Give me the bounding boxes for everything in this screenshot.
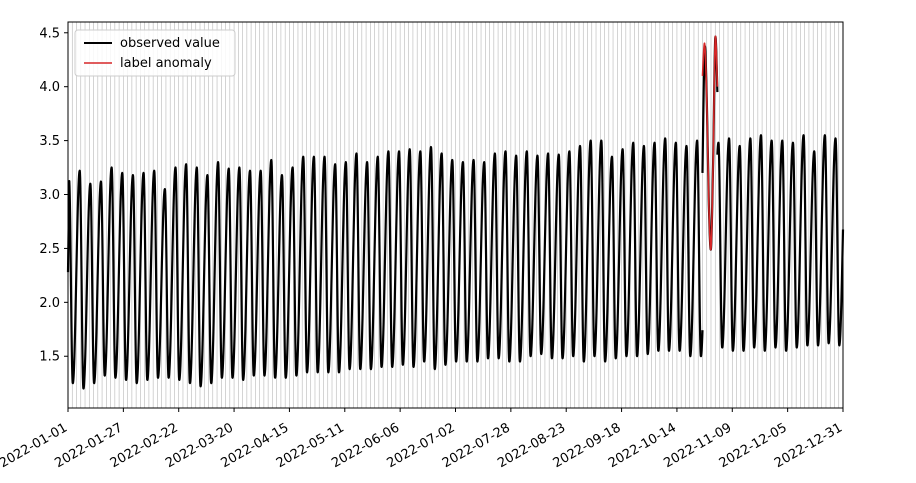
series-layer [66, 35, 845, 390]
legend-box [74, 29, 236, 77]
observed-line [66, 137, 704, 390]
observed-line [716, 134, 845, 352]
y-tick-label: 1.5 [39, 350, 60, 365]
anomaly-line [701, 35, 719, 251]
legend-label-observed: observed value [120, 36, 220, 51]
legend: observed value label anomaly [74, 29, 236, 77]
y-tick-label: 4.0 [39, 80, 60, 95]
y-tick-label: 3.0 [39, 188, 60, 203]
legend-label-anomaly: label anomaly [120, 56, 212, 71]
y-axis: 1.5 2.0 2.5 3.0 3.5 4.0 4.5 [39, 26, 68, 365]
y-tick-label: 4.5 [39, 26, 60, 41]
y-tick-label: 2.0 [39, 296, 60, 311]
y-tick-label: 3.5 [39, 134, 60, 149]
y-tick-label: 2.5 [39, 242, 60, 257]
